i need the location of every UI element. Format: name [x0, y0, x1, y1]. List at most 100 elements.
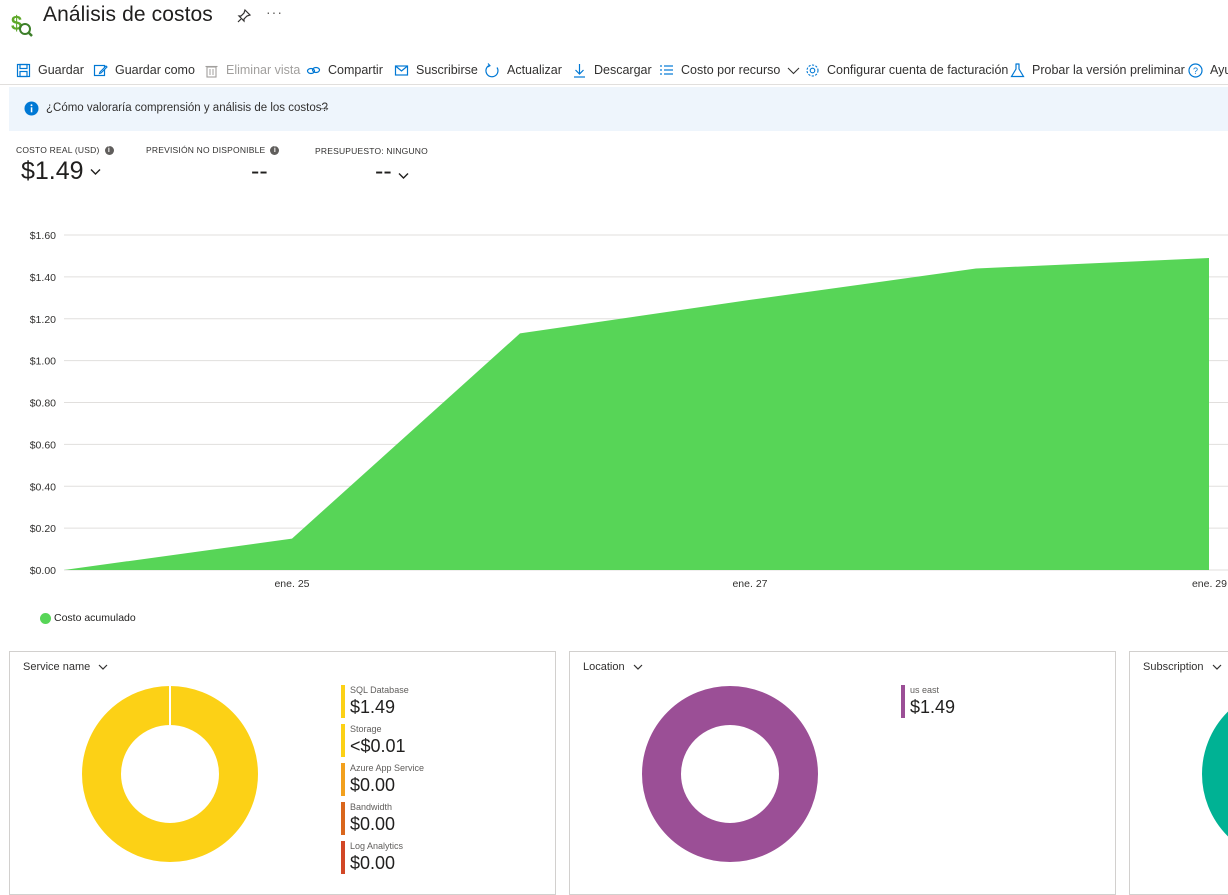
list-icon: [660, 64, 673, 75]
subscribe-button[interactable]: Suscribirse: [394, 60, 478, 80]
download-icon: [574, 63, 585, 78]
legend-item-value: $0.00: [350, 814, 396, 834]
save-as-button[interactable]: Guardar como: [93, 60, 195, 80]
service-name-title: Service name: [23, 661, 91, 673]
chevron-down-icon: [633, 664, 643, 670]
arrow-right-icon[interactable]: →: [318, 99, 331, 114]
subscription-card: Subscription: [1129, 651, 1228, 895]
command-bar: Guardar Guardar como Eliminar vista Comp…: [0, 55, 1228, 85]
y-tick-label: $0.20: [30, 523, 56, 535]
banner-text: ¿Cómo valoraría comprensión y análisis d…: [46, 102, 328, 114]
chevron-down-icon: [787, 67, 800, 74]
legend-color-bar: [341, 685, 345, 718]
legend-item-name: Log Analytics: [350, 841, 404, 851]
y-tick-label: $0.40: [30, 481, 56, 493]
save-as-icon: [93, 64, 108, 76]
donut-slice-us-east[interactable]: [642, 686, 818, 862]
y-tick-label: $1.20: [30, 314, 56, 326]
forecast-amount: --: [251, 157, 268, 185]
location-donut-chart[interactable]: [641, 685, 819, 863]
cost-analysis-icon: $: [11, 13, 33, 37]
cost-by-resource-dropdown[interactable]: Costo por recurso: [659, 60, 801, 80]
feedback-banner[interactable]: ¿Cómo valoraría comprensión y análisis d…: [9, 87, 1228, 131]
subscribe-label: Suscribirse: [416, 63, 478, 77]
accumulated-cost-chart[interactable]: $0.00 $0.20 $0.40 $0.60 $0.80 $1.00 $1.20 $1.40…: [0, 220, 1228, 600]
forecast-label: PREVISIÓN NO DISPONIBLE i: [146, 145, 280, 155]
budget-amount: --: [375, 157, 392, 185]
budget-value[interactable]: --: [375, 157, 409, 186]
x-tick-label: ene. 27: [732, 578, 767, 590]
chevron-down-icon: [98, 664, 108, 670]
legend-color-bar: [341, 841, 345, 874]
try-preview-button[interactable]: Probar la versión preliminar: [1010, 60, 1185, 80]
refresh-label: Actualizar: [507, 63, 562, 77]
legend-swatch: [40, 612, 51, 624]
cost-by-resource-label: Costo por recurso: [681, 63, 781, 77]
service-donut-chart[interactable]: [81, 685, 259, 863]
save-button[interactable]: Guardar: [16, 60, 84, 80]
chevron-down-icon: [398, 172, 409, 179]
actual-cost-value[interactable]: $1.49: [21, 157, 101, 186]
page-title: Análisis de costos: [43, 3, 213, 26]
pin-icon[interactable]: [236, 8, 252, 24]
help-button[interactable]: ? Ayuda: [1188, 60, 1228, 80]
subscription-donut-chart[interactable]: [1201, 685, 1228, 863]
legend-item-value: $0.00: [350, 853, 396, 873]
donut-slice-subscription[interactable]: [1202, 706, 1228, 843]
save-as-label: Guardar como: [115, 63, 195, 77]
service-legend: SQL Database $1.49 Storage <$0.01 Azure …: [341, 685, 424, 880]
legend-item-value: $1.49: [350, 697, 396, 717]
x-tick-label: ene. 25: [274, 578, 309, 590]
chart-legend[interactable]: Costo acumulado: [40, 612, 136, 624]
legend-item[interactable]: Bandwidth $0.00: [341, 802, 424, 841]
budget-label-text: PRESUPUESTO: NINGUNO: [315, 146, 428, 156]
location-dropdown[interactable]: Location: [583, 661, 643, 673]
share-label: Compartir: [328, 63, 383, 77]
legend-item-value: $0.00: [350, 775, 396, 795]
legend-color-bar: [341, 802, 345, 835]
budget-label: PRESUPUESTO: NINGUNO: [315, 146, 428, 156]
save-label: Guardar: [38, 63, 84, 77]
more-icon[interactable]: ···: [266, 4, 283, 20]
actual-cost-label-text: COSTO REAL (USD): [16, 145, 100, 155]
legend-item-value: <$0.01: [350, 736, 406, 756]
gear-icon: [806, 63, 819, 77]
chevron-down-icon: [1212, 664, 1221, 670]
location-card: Location us east $1.49: [569, 651, 1116, 895]
help-label: Ayuda: [1210, 63, 1228, 77]
legend-item[interactable]: us east $1.49: [901, 685, 955, 724]
subscription-dropdown[interactable]: Subscription: [1143, 661, 1222, 673]
refresh-icon: [485, 62, 499, 77]
chart-canvas: $0.00 $0.20 $0.40 $0.60 $0.80 $1.00 $1.20 $1.40…: [30, 230, 1228, 590]
donut-slice-sql-database[interactable]: [82, 686, 258, 862]
y-tick-label: $0.00: [30, 565, 56, 577]
forecast-value: --: [251, 157, 268, 186]
legend-color-bar: [901, 685, 905, 718]
legend-item[interactable]: Storage <$0.01: [341, 724, 424, 763]
legend-item-name: Bandwidth: [350, 802, 393, 812]
legend-item-name: Azure App Service: [350, 763, 425, 773]
y-tick-label: $1.60: [30, 230, 56, 242]
actual-cost-amount: $1.49: [21, 157, 84, 185]
info-icon[interactable]: i: [270, 145, 280, 155]
delete-view-button[interactable]: Eliminar vista: [204, 60, 300, 80]
chevron-down-icon: [90, 168, 101, 175]
refresh-button[interactable]: Actualizar: [485, 60, 562, 80]
legend-item[interactable]: SQL Database $1.49: [341, 685, 424, 724]
blade-header: $ Análisis de costos ···: [0, 0, 1228, 46]
download-button[interactable]: Descargar: [572, 60, 652, 80]
legend-item[interactable]: Azure App Service $0.00: [341, 763, 424, 802]
legend-color-bar: [341, 763, 345, 796]
legend-label: Costo acumulado: [54, 612, 136, 624]
legend-item[interactable]: Log Analytics $0.00: [341, 841, 424, 880]
legend-color-bar: [341, 724, 345, 757]
subscription-title: Subscription: [1143, 661, 1204, 673]
share-button[interactable]: Compartir: [306, 60, 383, 80]
configure-billing-button[interactable]: Configurar cuenta de facturación: [805, 60, 1008, 80]
service-name-dropdown[interactable]: Service name: [23, 661, 108, 673]
legend-item-value: $1.49: [910, 697, 956, 717]
flask-icon: [1010, 62, 1025, 77]
area-series-accumulated-cost[interactable]: [64, 258, 1209, 570]
trash-icon: [205, 65, 218, 78]
info-icon[interactable]: i: [104, 145, 114, 155]
